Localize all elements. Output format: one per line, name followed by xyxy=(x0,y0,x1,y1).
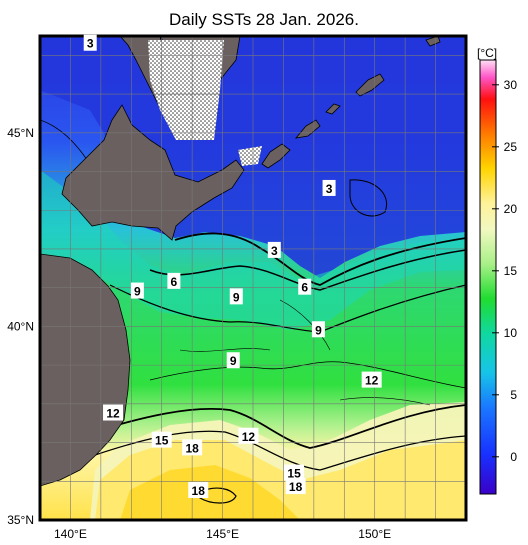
colorbar: [°C] 30 25 20 15 10 5 0 xyxy=(477,46,517,495)
longitude-labels: 140°E 145°E 150°E xyxy=(54,527,391,541)
contour-label-box xyxy=(238,427,259,444)
contour-label-box xyxy=(226,352,240,369)
contour-label-box xyxy=(267,241,281,258)
contour-label: 3 xyxy=(267,241,281,258)
contour-label: 18 xyxy=(188,481,209,498)
contour-label-text: 3 xyxy=(271,244,278,258)
sea-ice-patch xyxy=(238,146,262,166)
contour-label: 15 xyxy=(151,431,172,448)
contour-label-box xyxy=(298,278,312,295)
transition-zone xyxy=(40,170,466,330)
contour-label: 18 xyxy=(182,439,203,456)
latitude-labels: 45°N 40°N 35°N xyxy=(7,126,34,527)
colorbar-ticks: 30 25 20 15 10 5 0 xyxy=(492,78,517,464)
colorbar-tick-label: 10 xyxy=(504,326,518,340)
contour-label: 9 xyxy=(130,282,144,299)
contour-label: 18 xyxy=(285,478,306,495)
colorbar-unit: [°C] xyxy=(477,46,497,60)
colorbar-tick-label: 30 xyxy=(504,78,518,92)
contour-label-text: 12 xyxy=(242,430,256,444)
contour-label-text: 3 xyxy=(326,182,333,196)
colorbar-tick-label: 0 xyxy=(510,450,517,464)
contour-label: 3 xyxy=(83,34,97,51)
lon-label: 145°E xyxy=(206,527,239,541)
contour-label-box xyxy=(361,371,382,388)
map-panel xyxy=(40,36,466,520)
contour-label-text: 12 xyxy=(106,407,120,421)
contour-label-box xyxy=(130,282,144,299)
warmest-zone xyxy=(120,465,300,520)
contour-label: 15 xyxy=(284,464,305,481)
contour-label-box xyxy=(285,478,306,495)
contour-label: 12 xyxy=(238,427,259,444)
lat-label: 40°N xyxy=(7,319,34,333)
contour-label: 9 xyxy=(226,352,240,369)
contour-label-box xyxy=(182,439,203,456)
contour-label-text: 9 xyxy=(233,290,240,304)
contour-label-text: 9 xyxy=(134,285,141,299)
contour-label-text: 3 xyxy=(87,37,94,51)
lat-label: 35°N xyxy=(7,513,34,527)
contour-label: 6 xyxy=(167,272,181,289)
contour-label-text: 18 xyxy=(289,480,303,494)
map-frame xyxy=(38,34,468,522)
kuril-island xyxy=(355,73,385,97)
kuril-island xyxy=(261,143,291,169)
contour-label-text: 12 xyxy=(365,374,379,388)
contour-label-box xyxy=(151,431,172,448)
contour-label: 3 xyxy=(322,179,336,196)
contour-label-text: 15 xyxy=(155,434,169,448)
contour-label-box xyxy=(83,34,97,51)
lon-label: 150°E xyxy=(358,527,391,541)
contour-label-box xyxy=(167,272,181,289)
contour-label: 9 xyxy=(229,288,243,305)
colorbar-tick-label: 20 xyxy=(504,202,518,216)
contour-label: 9 xyxy=(311,321,325,338)
graticule xyxy=(40,36,466,520)
colorbar-scale xyxy=(479,59,497,495)
contour-label-text: 6 xyxy=(301,281,308,295)
lat-label: 45°N xyxy=(7,126,34,140)
contour-label-box xyxy=(229,288,243,305)
contour-label-text: 9 xyxy=(230,354,237,368)
colorbar-tick-label: 5 xyxy=(510,388,517,402)
hokkaido-landmass xyxy=(61,104,245,241)
contour-label-box xyxy=(188,481,209,498)
contour-label-box xyxy=(311,321,325,338)
sea-ice-patch xyxy=(148,40,224,140)
colorbar-tick-label: 15 xyxy=(504,264,518,278)
colorbar-tick-label: 25 xyxy=(504,140,518,154)
contour-label-text: 15 xyxy=(287,467,301,481)
contour-label: 6 xyxy=(298,278,312,295)
contour-label: 12 xyxy=(103,404,124,421)
contour-label-box xyxy=(103,404,124,421)
honshu-landmass xyxy=(40,253,131,487)
contour-label: 12 xyxy=(361,371,382,388)
kuril-island xyxy=(325,103,341,115)
map-title: Daily SSTs 28 Jan. 2026. xyxy=(169,10,359,29)
contour-label-box xyxy=(322,179,336,196)
contour-label-text: 9 xyxy=(315,323,322,337)
contour-label-box xyxy=(284,464,305,481)
contour-label-text: 6 xyxy=(171,275,178,289)
contour-label-text: 18 xyxy=(192,484,206,498)
contour-label-text: 18 xyxy=(185,441,199,455)
lon-label: 140°E xyxy=(54,527,87,541)
